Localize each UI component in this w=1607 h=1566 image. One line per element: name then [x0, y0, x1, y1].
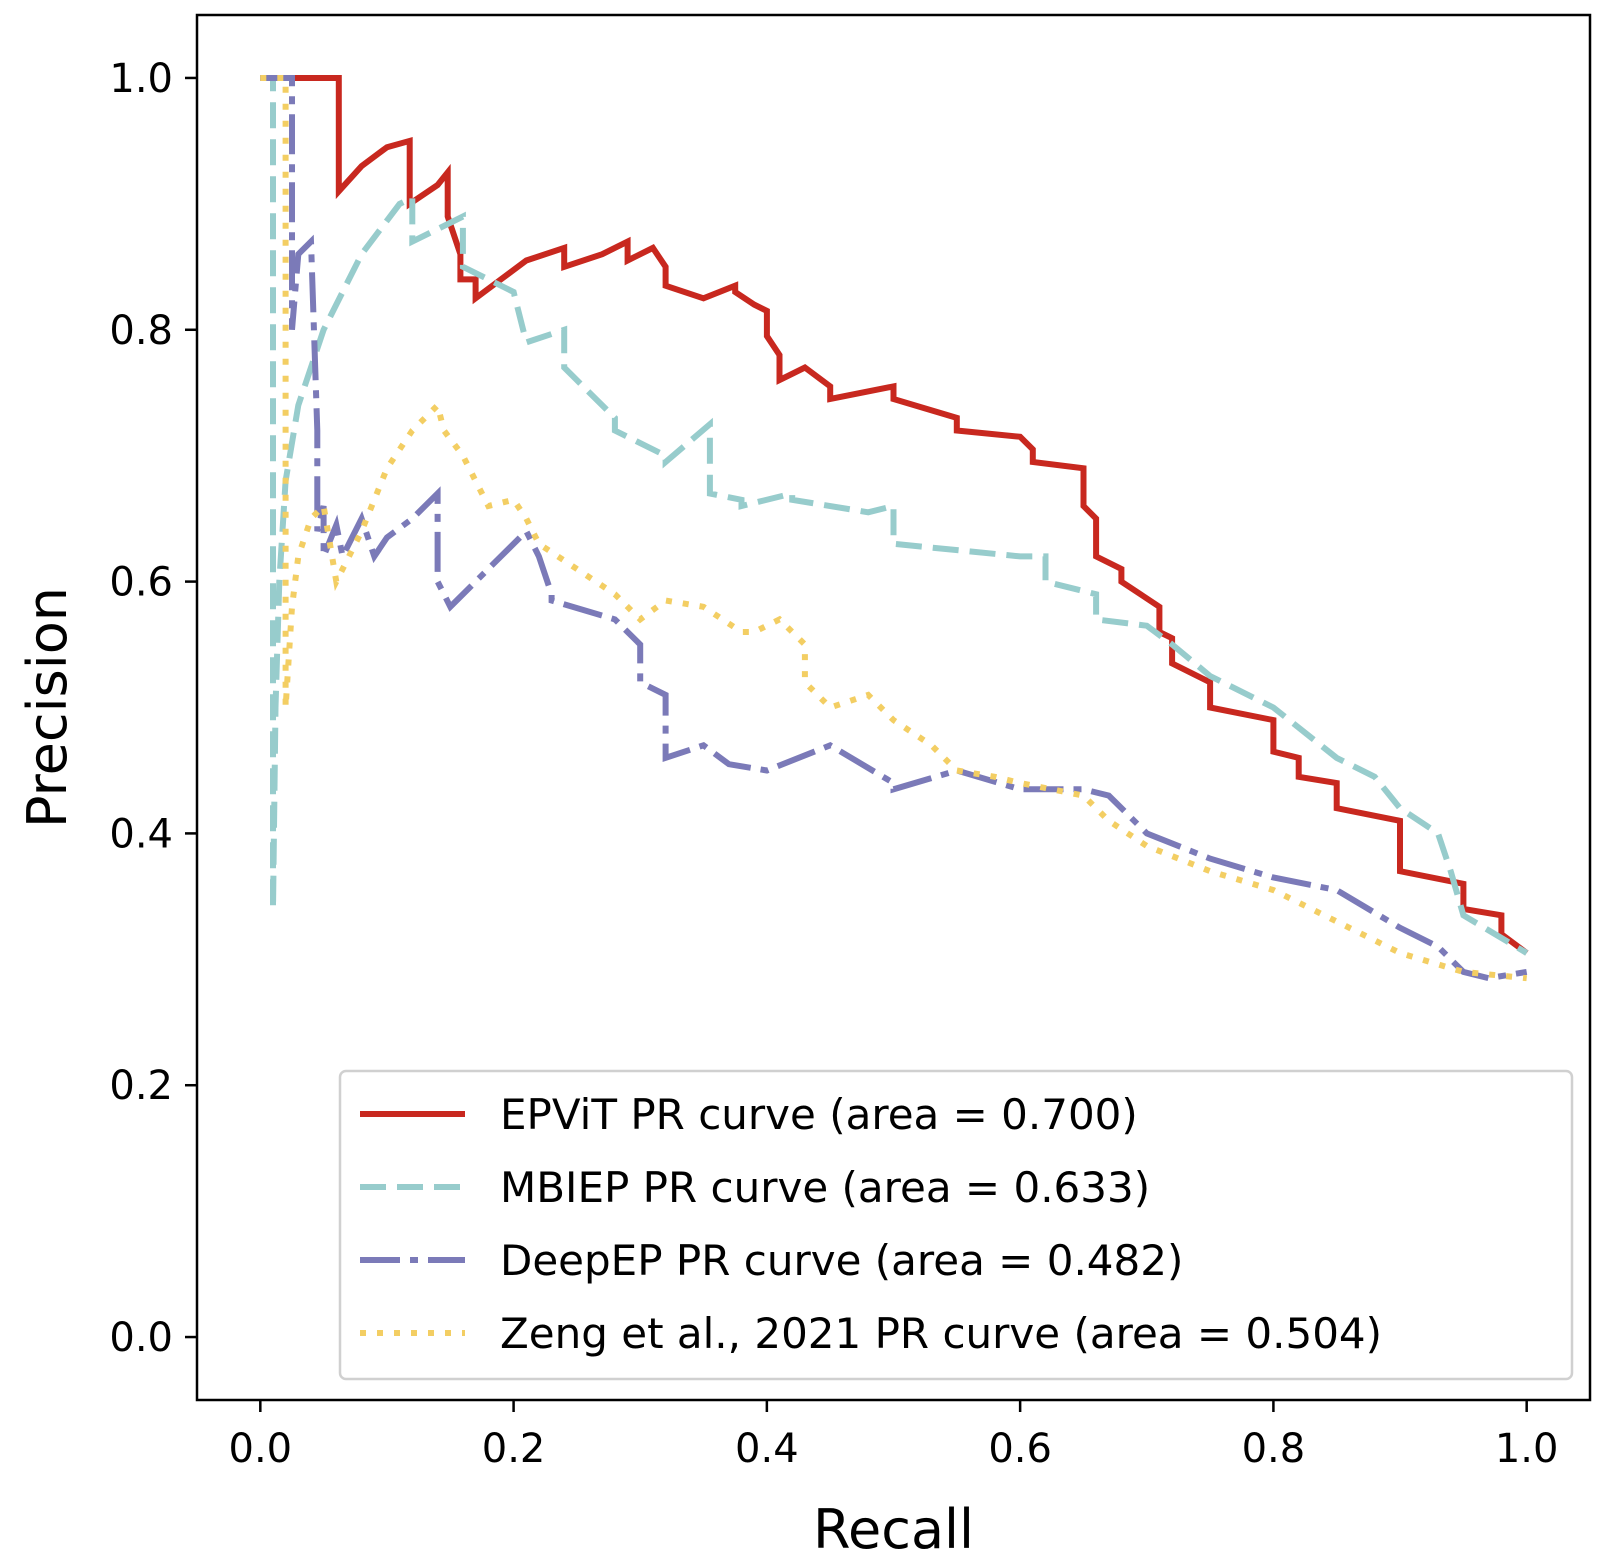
x-tick-label: 0.0	[229, 1426, 293, 1472]
series-line-0	[260, 75, 1529, 956]
x-tick-label: 0.8	[1242, 1426, 1306, 1472]
ticks-layer: 0.0 0.2 0.4 0.6 0.8 1.0 0.0 0.2 0.4 0.6 0.8 1.0	[109, 56, 1558, 1472]
series-layer	[260, 75, 1529, 982]
series-line-2	[260, 75, 1528, 982]
x-tick-label: 1.0	[1495, 1426, 1559, 1472]
x-tick-label: 0.4	[735, 1426, 799, 1472]
legend-box	[338, 1069, 1574, 1381]
y-axis-label: Precision	[16, 587, 79, 828]
legend: EPViT PR curve (area = 0.700) MBIEP PR cu…	[338, 1069, 1574, 1381]
y-tick-label: 1.0	[109, 56, 173, 102]
x-axis-label: Recall	[813, 1498, 974, 1561]
y-tick-label: 0.4	[109, 811, 173, 857]
x-tick-label: 0.6	[988, 1426, 1052, 1472]
legend-label: DeepEP PR curve (area = 0.482)	[500, 1236, 1183, 1285]
legend-label: Zeng et al., 2021 PR curve (area = 0.504…	[500, 1309, 1382, 1358]
y-tick-label: 0.2	[109, 1063, 173, 1109]
x-tick-label: 0.2	[482, 1426, 546, 1472]
y-tick-label: 0.8	[109, 308, 173, 354]
legend-label: EPViT PR curve (area = 0.700)	[500, 1090, 1138, 1139]
series-line-3	[260, 75, 1527, 982]
plot-frame	[195, 13, 1592, 1402]
series-line-1	[260, 75, 1529, 956]
y-tick-label: 0.0	[109, 1315, 173, 1361]
y-tick-label: 0.6	[109, 560, 173, 606]
legend-label: MBIEP PR curve (area = 0.633)	[500, 1163, 1150, 1212]
